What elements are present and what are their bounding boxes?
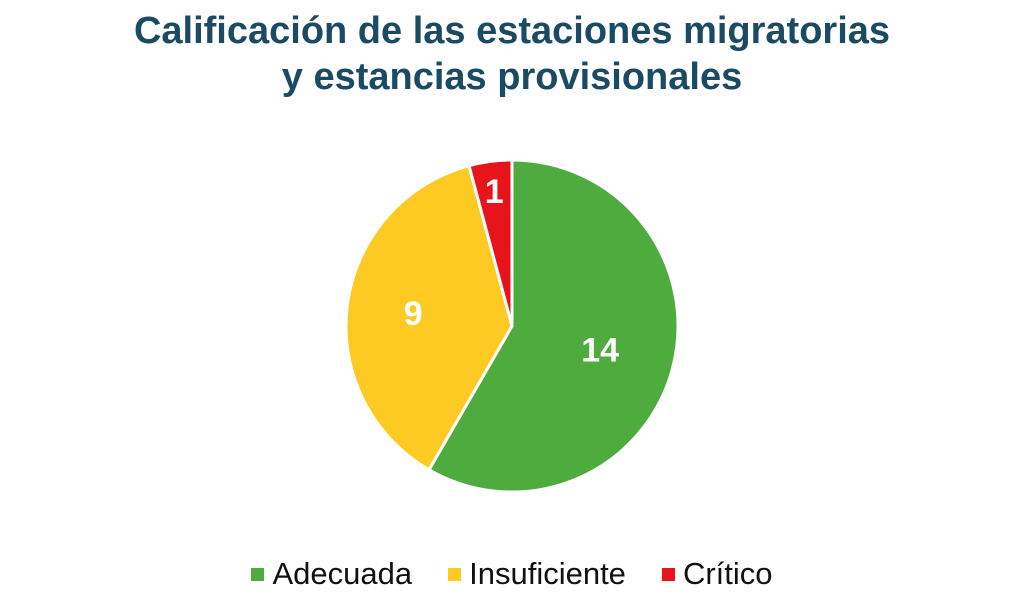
legend-label-adecuada: Adecuada	[272, 556, 413, 591]
legend-swatch-critico	[661, 567, 675, 581]
legend-swatch-insuficiente	[448, 567, 462, 581]
legend-swatch-adecuada	[251, 567, 265, 581]
legend-item-insuficiente: Insuficiente	[448, 556, 626, 592]
pie-slice-crítico	[467, 158, 514, 327]
chart-title: Calificación de las estaciones migratori…	[0, 8, 1024, 100]
legend-item-critico: Crítico	[661, 556, 773, 592]
title-line-2: y estancias provisionales	[281, 56, 743, 98]
pie-slice-insuficiente	[344, 163, 514, 472]
pie-slice-adecuada	[426, 158, 680, 494]
title-line-1: Calificación de las estaciones migratori…	[133, 10, 891, 52]
legend-item-adecuada: Adecuada	[251, 556, 412, 592]
legend-label-insuficiente: Insuficiente	[469, 556, 626, 591]
data-label-adecuada: 14	[581, 332, 619, 370]
data-label-insuficiente: 9	[404, 295, 423, 333]
data-label-crítico: 1	[485, 173, 504, 211]
legend: Adecuada Insuficiente Crítico	[0, 556, 1024, 592]
legend-label-critico: Crítico	[682, 556, 773, 591]
